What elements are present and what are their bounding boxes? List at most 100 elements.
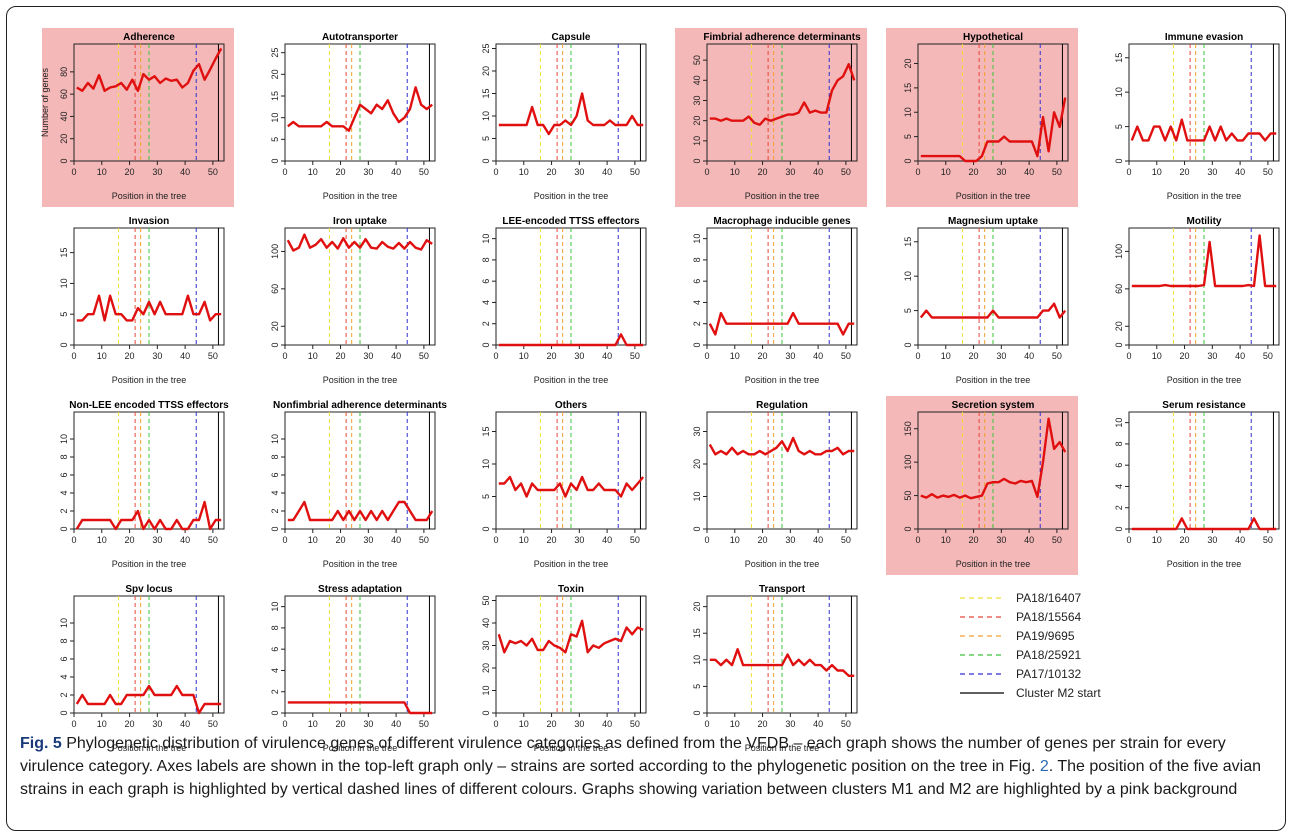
x-tick-label: 0 <box>493 719 498 729</box>
y-tick-label: 15 <box>481 426 491 436</box>
x-tick-label: 20 <box>758 535 768 545</box>
x-tick-label: 40 <box>180 719 190 729</box>
x-tick-label: 40 <box>180 167 190 177</box>
x-tick-label: 50 <box>841 535 851 545</box>
y-tick-label: 10 <box>59 618 69 628</box>
y-tick-label: 0 <box>692 342 702 347</box>
x-tick-label: 30 <box>996 167 1006 177</box>
x-tick-label: 50 <box>841 719 851 729</box>
caption-text-2: . The position of the five avian strains… <box>20 758 1262 798</box>
chart-title: Others <box>555 400 588 411</box>
x-tick-label: 0 <box>1126 535 1131 545</box>
legend-label: Cluster M2 start <box>1016 686 1101 700</box>
chart-title: Secretion system <box>952 400 1035 411</box>
x-tick-label: 10 <box>1152 167 1162 177</box>
x-tick-label: 40 <box>180 351 190 361</box>
caption-figure-link[interactable]: 2 <box>1039 758 1049 775</box>
y-tick-label: 2 <box>59 508 69 513</box>
y-tick-label: 15 <box>903 237 913 247</box>
x-tick-label: 10 <box>730 167 740 177</box>
chart-title: Hypothetical <box>963 32 1023 43</box>
x-tick-label: 40 <box>813 167 823 177</box>
x-tick-label: 30 <box>1207 351 1217 361</box>
y-tick-label: 0 <box>903 342 913 347</box>
y-tick-label: 0 <box>903 158 913 163</box>
y-tick-label: 150 <box>903 421 913 436</box>
series-line <box>1131 234 1277 288</box>
y-tick-label: 10 <box>270 602 280 612</box>
series-line <box>919 302 1067 319</box>
chart-panel: Toxin 0 10 20 30 40 50 0 10 20 30 40 50 Position in t… <box>481 584 647 753</box>
x-tick-label: 50 <box>208 167 218 177</box>
y-tick-label: 15 <box>59 248 69 258</box>
y-tick-label: 10 <box>59 278 69 288</box>
x-tick-label: 0 <box>282 167 287 177</box>
chart-title: Motility <box>1187 216 1222 227</box>
x-tick-label: 40 <box>602 351 612 361</box>
chart-panel: Autotransporter 0 10 20 30 40 50 0 5 10 15 20 25 Posi… <box>270 32 436 201</box>
y-tick-label: 6 <box>59 472 69 477</box>
x-tick-label: 20 <box>125 535 135 545</box>
x-tick-label: 30 <box>1207 167 1217 177</box>
y-tick-label: 8 <box>270 625 280 630</box>
chart-title: Fimbrial adherence determinants <box>703 32 861 43</box>
series-line <box>1130 118 1277 142</box>
x-tick-label: 30 <box>785 719 795 729</box>
x-tick-label: 40 <box>1024 167 1034 177</box>
y-axis-label: Number of genes <box>40 67 50 137</box>
x-tick-label: 50 <box>1263 167 1273 177</box>
x-tick-label: 0 <box>704 351 709 361</box>
y-tick-label: 20 <box>481 66 491 76</box>
chart-panel: Fimbrial adherence determinants 0 10 20 30 40… <box>675 28 867 207</box>
legend-label: PA19/9695 <box>1016 629 1075 643</box>
legend-item: PA18/15564 <box>960 610 1081 624</box>
x-axis-label: Position in the tree <box>1167 559 1242 569</box>
y-tick-label: 0 <box>692 710 702 715</box>
x-tick-label: 50 <box>208 719 218 729</box>
x-axis-label: Position in the tree <box>112 191 187 201</box>
y-tick-label: 100 <box>270 244 280 259</box>
x-tick-label: 50 <box>419 719 429 729</box>
x-tick-label: 40 <box>1235 535 1245 545</box>
x-tick-label: 30 <box>363 351 373 361</box>
y-tick-label: 2 <box>270 689 280 694</box>
series-line <box>498 475 645 498</box>
x-tick-label: 40 <box>813 535 823 545</box>
x-tick-label: 20 <box>336 719 346 729</box>
chart-panel: LEE-encoded TTSS effectors 0 10 20 30 40 50 0 2 4… <box>481 216 647 385</box>
x-tick-label: 40 <box>1024 535 1034 545</box>
y-tick-label: 60 <box>270 284 280 294</box>
y-tick-label: 0 <box>1114 158 1124 163</box>
y-tick-label: 25 <box>481 43 491 53</box>
x-tick-label: 0 <box>1126 351 1131 361</box>
y-tick-label: 8 <box>692 257 702 262</box>
y-tick-label: 8 <box>270 454 280 459</box>
x-tick-label: 30 <box>574 535 584 545</box>
y-tick-label: 10 <box>481 234 491 244</box>
x-tick-label: 10 <box>519 167 529 177</box>
x-tick-label: 20 <box>1180 351 1190 361</box>
chart-title: Nonfimbrial adherence determinants <box>273 400 447 411</box>
chart-panel: Iron uptake 0 10 20 30 40 50 0 20 60 100 Position i… <box>270 216 436 385</box>
x-tick-label: 20 <box>336 351 346 361</box>
series-line <box>75 500 222 531</box>
y-tick-label: 0 <box>270 710 280 715</box>
chart-title: Toxin <box>558 584 584 595</box>
x-tick-label: 40 <box>391 719 401 729</box>
y-tick-label: 50 <box>903 491 913 501</box>
y-tick-label: 20 <box>692 602 702 612</box>
y-tick-label: 20 <box>1114 321 1124 331</box>
chart-panel: Hypothetical 0 10 20 30 40 50 0 5 10 15 20 Position … <box>886 28 1078 207</box>
y-tick-label: 0 <box>692 526 702 531</box>
legend-label: PA18/25921 <box>1016 648 1081 662</box>
chart-title: Iron uptake <box>333 216 387 227</box>
y-tick-label: 10 <box>692 655 702 665</box>
y-tick-label: 5 <box>481 494 491 499</box>
x-tick-label: 30 <box>363 719 373 729</box>
legend-item: PA17/10132 <box>960 667 1081 681</box>
chart-panel: Secretion system 0 10 20 30 40 50 0 50 100 150 Posi… <box>886 396 1078 575</box>
x-tick-label: 10 <box>941 167 951 177</box>
x-axis-label: Position in the tree <box>323 191 398 201</box>
x-tick-label: 40 <box>602 719 612 729</box>
